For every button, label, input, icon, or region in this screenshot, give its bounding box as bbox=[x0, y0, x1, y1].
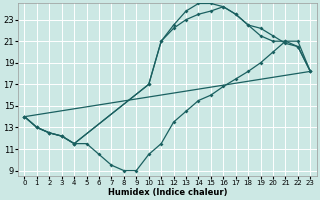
X-axis label: Humidex (Indice chaleur): Humidex (Indice chaleur) bbox=[108, 188, 227, 197]
